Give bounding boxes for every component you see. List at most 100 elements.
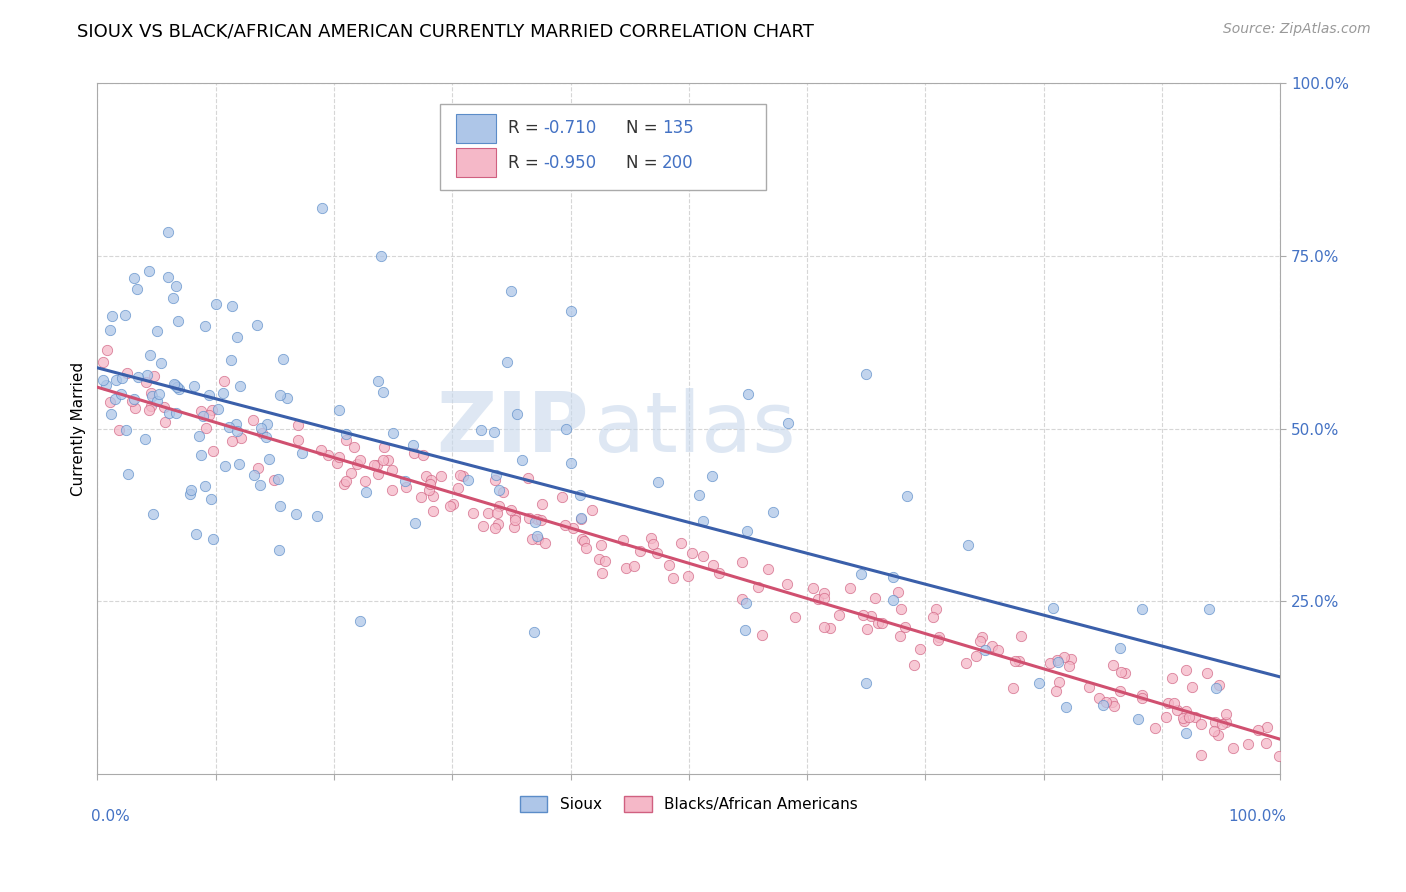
Point	[560, 304, 582, 318]
Point	[709, 566, 731, 581]
Point	[395, 480, 418, 494]
Point	[1181, 680, 1204, 694]
Point	[194, 319, 217, 334]
Point	[484, 474, 506, 488]
Point	[658, 558, 681, 573]
Point	[373, 440, 395, 454]
Point	[530, 496, 553, 510]
Point	[756, 562, 779, 576]
Point	[418, 483, 440, 497]
Text: -0.950: -0.950	[543, 154, 596, 172]
Point	[896, 489, 918, 503]
Point	[200, 491, 222, 506]
Point	[647, 475, 669, 489]
Point	[146, 324, 169, 338]
Point	[980, 639, 1002, 653]
Point	[449, 467, 471, 482]
Point	[135, 375, 157, 389]
Point	[506, 407, 529, 421]
Point	[367, 467, 389, 481]
Point	[198, 388, 221, 402]
FancyBboxPatch shape	[456, 114, 496, 143]
Text: Source: ZipAtlas.com: Source: ZipAtlas.com	[1223, 22, 1371, 37]
Point	[138, 403, 160, 417]
Point	[422, 489, 444, 503]
Point	[231, 430, 253, 444]
Point	[422, 504, 444, 518]
Text: atlas: atlas	[595, 388, 796, 469]
Point	[1175, 704, 1198, 718]
Point	[276, 392, 298, 406]
Point	[671, 536, 693, 550]
Point	[243, 467, 266, 482]
Point	[560, 456, 582, 470]
Point	[485, 467, 508, 482]
Point	[141, 399, 163, 413]
Point	[263, 473, 285, 487]
Point	[1154, 710, 1177, 724]
Point	[332, 476, 354, 491]
Point	[965, 649, 987, 664]
Point	[269, 388, 291, 402]
Point	[211, 385, 233, 400]
Text: R =: R =	[508, 120, 544, 137]
Point	[195, 420, 218, 434]
Point	[486, 516, 509, 531]
Point	[335, 426, 357, 441]
Point	[100, 309, 122, 323]
Point	[202, 444, 225, 458]
Point	[1204, 714, 1226, 729]
Point	[1046, 653, 1069, 667]
Point	[165, 378, 187, 392]
Point	[855, 675, 877, 690]
Point	[104, 392, 127, 406]
Point	[186, 527, 208, 541]
Point	[127, 370, 149, 384]
Point	[702, 558, 724, 573]
Point	[110, 386, 132, 401]
Text: SIOUX VS BLACK/AFRICAN AMERICAN CURRENTLY MARRIED CORRELATION CHART: SIOUX VS BLACK/AFRICAN AMERICAN CURRENTL…	[77, 22, 814, 40]
Point	[311, 201, 333, 215]
Point	[157, 406, 180, 420]
Point	[367, 374, 389, 388]
Point	[731, 555, 754, 569]
Text: ZIP: ZIP	[436, 388, 588, 469]
Point	[1163, 697, 1185, 711]
Point	[1215, 706, 1237, 721]
Point	[894, 620, 917, 634]
Point	[318, 448, 340, 462]
Point	[486, 507, 509, 521]
Point	[259, 452, 281, 467]
Point	[346, 457, 368, 471]
Point	[1161, 671, 1184, 685]
Point	[201, 532, 224, 546]
Text: R =: R =	[508, 154, 544, 172]
Point	[142, 508, 165, 522]
Point	[354, 484, 377, 499]
Point	[117, 366, 139, 380]
Point	[198, 409, 221, 423]
Point	[225, 330, 247, 344]
Point	[180, 483, 202, 497]
Point	[776, 577, 799, 591]
Point	[589, 538, 612, 552]
FancyBboxPatch shape	[440, 104, 766, 191]
Point	[326, 456, 349, 470]
Y-axis label: Currently Married: Currently Married	[72, 362, 86, 496]
Point	[484, 521, 506, 535]
Point	[340, 466, 363, 480]
Point	[187, 429, 209, 443]
Point	[1104, 699, 1126, 714]
Point	[226, 424, 249, 438]
Point	[692, 514, 714, 528]
Point	[908, 642, 931, 657]
Point	[122, 392, 145, 406]
Point	[523, 625, 546, 640]
Point	[91, 373, 114, 387]
Point	[735, 524, 758, 538]
Point	[138, 263, 160, 277]
Point	[517, 511, 540, 525]
Point	[254, 430, 277, 444]
Point	[751, 628, 773, 642]
Point	[778, 416, 800, 430]
